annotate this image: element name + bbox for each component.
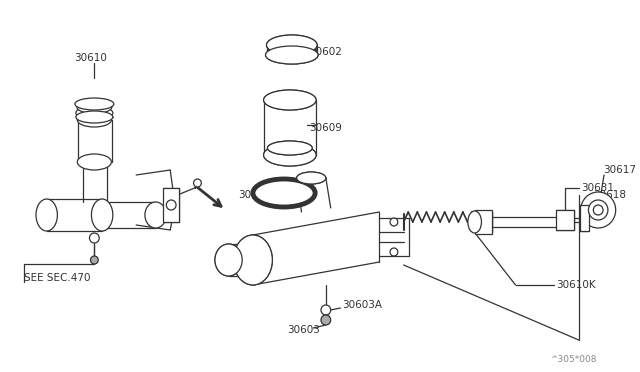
Circle shape [390, 248, 398, 256]
Ellipse shape [266, 35, 317, 55]
Text: 30603A: 30603A [342, 300, 382, 310]
Text: ^305*008: ^305*008 [550, 356, 596, 365]
Ellipse shape [264, 144, 316, 166]
Circle shape [321, 305, 331, 315]
Ellipse shape [469, 212, 481, 232]
Circle shape [90, 256, 98, 264]
Ellipse shape [256, 182, 312, 204]
Circle shape [193, 179, 202, 187]
Circle shape [90, 233, 99, 243]
Ellipse shape [77, 154, 111, 170]
Ellipse shape [77, 113, 111, 127]
Ellipse shape [77, 100, 112, 113]
Text: 30602: 30602 [309, 47, 342, 57]
Ellipse shape [234, 235, 273, 285]
Ellipse shape [264, 144, 316, 166]
Ellipse shape [264, 90, 316, 110]
Text: 30616: 30616 [238, 190, 271, 200]
Ellipse shape [36, 199, 58, 231]
Ellipse shape [215, 244, 242, 276]
Ellipse shape [76, 111, 113, 123]
Ellipse shape [215, 244, 242, 276]
Ellipse shape [76, 106, 113, 120]
Ellipse shape [297, 172, 326, 184]
Text: 30617: 30617 [603, 165, 636, 175]
Bar [475, 210, 492, 234]
Bar [556, 210, 574, 230]
Circle shape [580, 192, 616, 228]
Ellipse shape [234, 235, 273, 285]
Text: 30610K: 30610K [556, 280, 596, 290]
Circle shape [588, 200, 608, 220]
Ellipse shape [297, 172, 326, 184]
Ellipse shape [253, 179, 315, 207]
Circle shape [321, 315, 331, 325]
Ellipse shape [266, 35, 317, 55]
Text: 30609: 30609 [309, 123, 342, 133]
Ellipse shape [92, 199, 113, 231]
Text: 30610: 30610 [74, 53, 107, 63]
Ellipse shape [266, 46, 318, 64]
Ellipse shape [468, 211, 481, 233]
Bar [163, 188, 179, 222]
Ellipse shape [145, 202, 166, 228]
Ellipse shape [268, 141, 312, 155]
Circle shape [593, 205, 603, 215]
Text: SEE SEC.470: SEE SEC.470 [24, 273, 91, 283]
Ellipse shape [264, 90, 316, 110]
Text: 30603: 30603 [287, 325, 320, 335]
Circle shape [166, 200, 176, 210]
Ellipse shape [75, 98, 114, 110]
Ellipse shape [266, 46, 318, 64]
Ellipse shape [268, 43, 315, 59]
Bar [580, 205, 589, 231]
Ellipse shape [268, 141, 312, 155]
Text: 30618: 30618 [593, 190, 627, 200]
Text: 30631: 30631 [580, 183, 614, 193]
Circle shape [390, 218, 398, 226]
